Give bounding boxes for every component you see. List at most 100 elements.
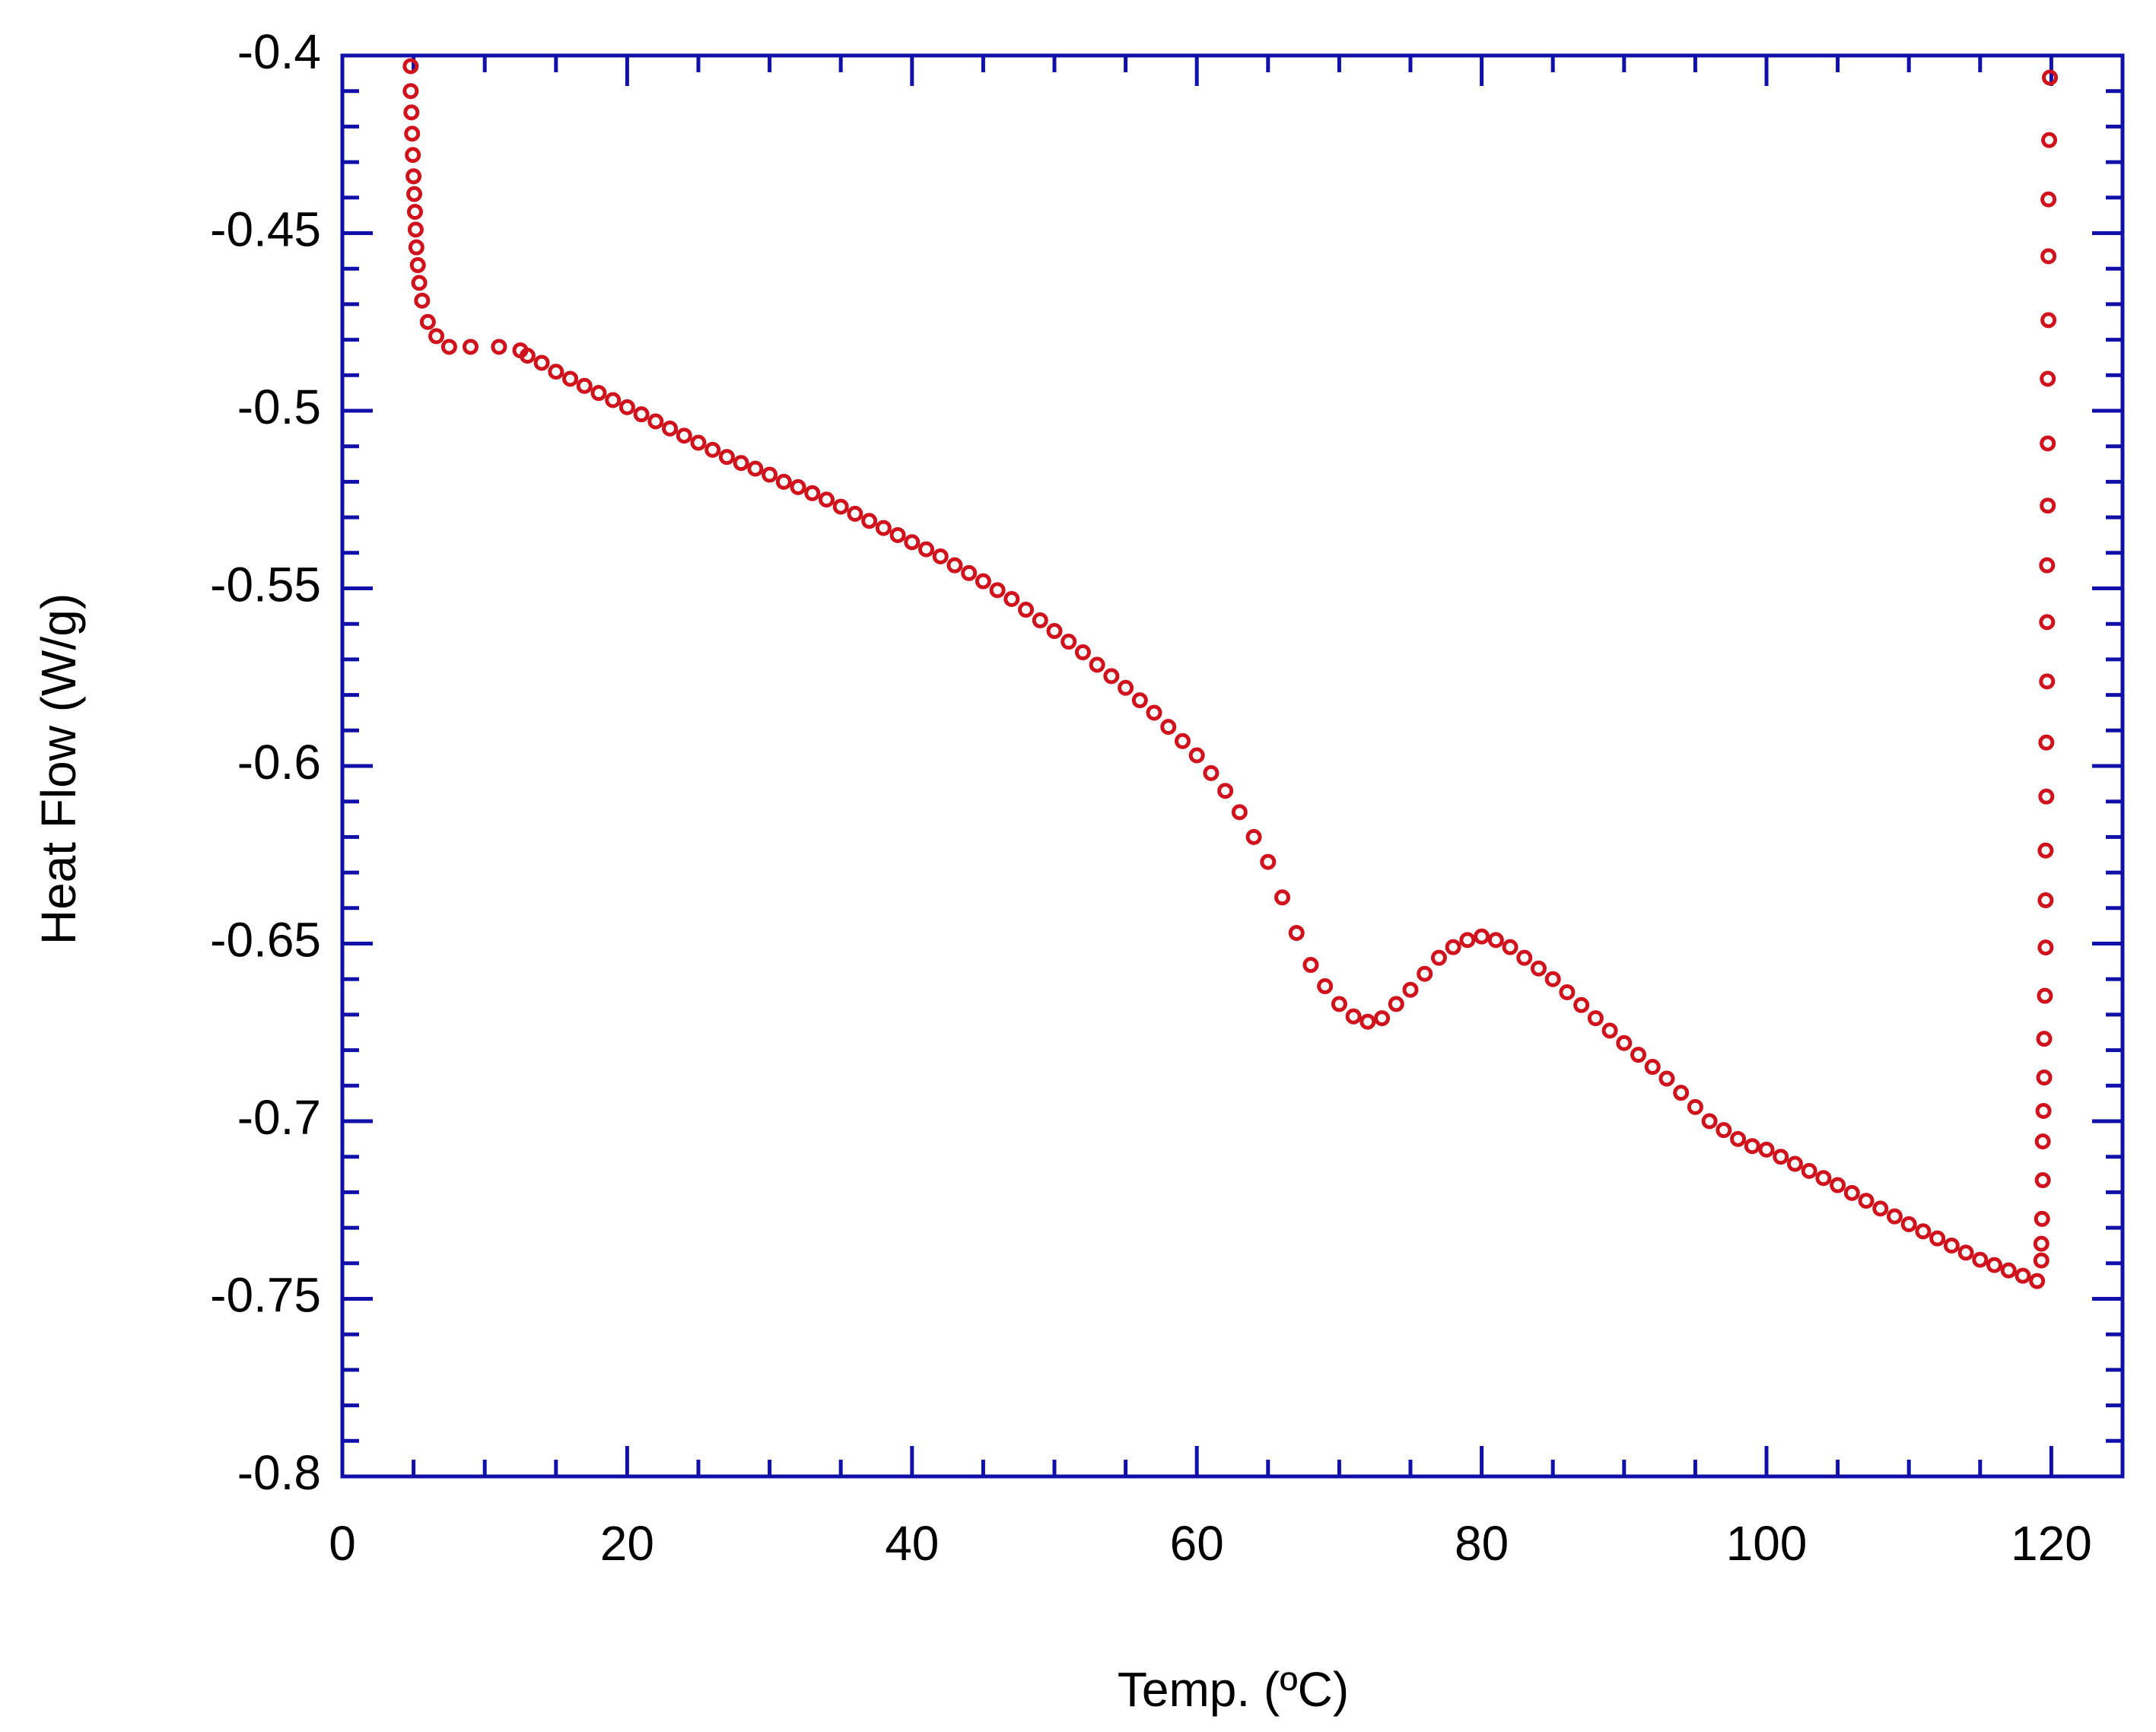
data-point [414,292,431,309]
data-point [1986,1257,2003,1273]
data-point [440,338,457,355]
data-point [2040,370,2056,387]
data-point [405,168,422,185]
data-point [1046,623,1063,640]
y-tick-label: -0.65 [210,912,321,967]
data-point [1374,1010,1391,1027]
data-point [1530,960,1547,977]
data-point [1445,939,1461,955]
data-point [762,466,778,483]
data-point [618,399,635,415]
data-point [1786,1155,1803,1172]
data-point [1601,1022,1618,1039]
data-point [1459,932,1476,949]
x-tick-label: 0 [329,1516,356,1571]
data-point [975,573,991,590]
data-point [662,420,679,437]
data-point [1103,668,1120,685]
data-point [1131,692,1148,709]
data-point [402,83,419,100]
data-point [904,534,921,551]
x-tick-label: 100 [1726,1516,1808,1571]
data-point [1559,984,1576,1000]
data-point [605,392,622,408]
data-point [2038,734,2055,751]
data-point [1630,1047,1647,1063]
x-tick-label: 20 [600,1516,654,1571]
data-point [1758,1141,1775,1158]
y-tick-label: -0.4 [237,24,321,79]
data-point [1516,949,1533,966]
data-point [1160,719,1177,736]
data-point [647,413,664,430]
data-point [1687,1098,1703,1115]
data-point [2038,788,2055,805]
data-point [2042,69,2059,86]
data-point [961,564,978,581]
y-tick-label: -0.5 [237,380,321,434]
data-point [2014,1267,2031,1284]
data-point [2040,497,2056,514]
data-point [1474,928,1490,945]
data-point [462,338,479,355]
data-point [946,557,963,574]
data-point [889,526,906,543]
data-point [407,221,424,238]
x-tick-label: 40 [885,1516,939,1571]
data-point [2029,1273,2046,1289]
data-point [1288,924,1305,941]
data-point [932,548,949,564]
data-point [989,582,1006,599]
data-point [2039,673,2056,690]
data-point [775,473,792,490]
data-point [1302,957,1319,974]
data-point [408,239,425,256]
data-point [2035,1102,2052,1119]
data-point [1886,1208,1903,1225]
data-point [875,520,892,536]
data-point [1203,764,1220,781]
x-tick-label: 80 [1455,1516,1509,1571]
data-point [2037,939,2054,956]
data-point [1018,602,1035,618]
data-point [548,364,564,380]
data-point [847,505,863,522]
data-point [562,370,579,387]
data-point [409,257,426,274]
data-point [2039,614,2056,631]
data-point [1430,949,1447,966]
data-point [1061,634,1077,650]
data-point [1673,1085,1690,1101]
data-point [918,541,935,558]
data-point [1217,783,1234,799]
data-point [2040,435,2056,452]
data-point [1317,978,1334,995]
data-point [1274,889,1291,906]
data-point [1359,1013,1376,1030]
data-point [1872,1200,1889,1217]
data-point [1616,1034,1633,1051]
data-point [1417,965,1433,982]
data-point [1260,853,1277,870]
data-point [419,313,436,330]
data-point [404,126,421,142]
data-point [2037,842,2054,859]
data-point [2034,1210,2050,1227]
y-tick-label: -0.55 [210,557,321,612]
data-point [2037,987,2053,1004]
data-point [491,338,507,355]
data-point [718,449,735,466]
data-point [818,491,835,508]
data-point [1915,1223,1932,1240]
data-point [1003,591,1020,608]
data-point [1815,1170,1832,1187]
data-point [690,434,707,451]
data-point [1900,1216,1917,1232]
data-point [1644,1059,1661,1076]
data-point [1089,656,1105,673]
data-point [590,385,607,402]
data-point [2034,1172,2051,1189]
data-point [2041,132,2058,148]
data-point [519,348,536,364]
